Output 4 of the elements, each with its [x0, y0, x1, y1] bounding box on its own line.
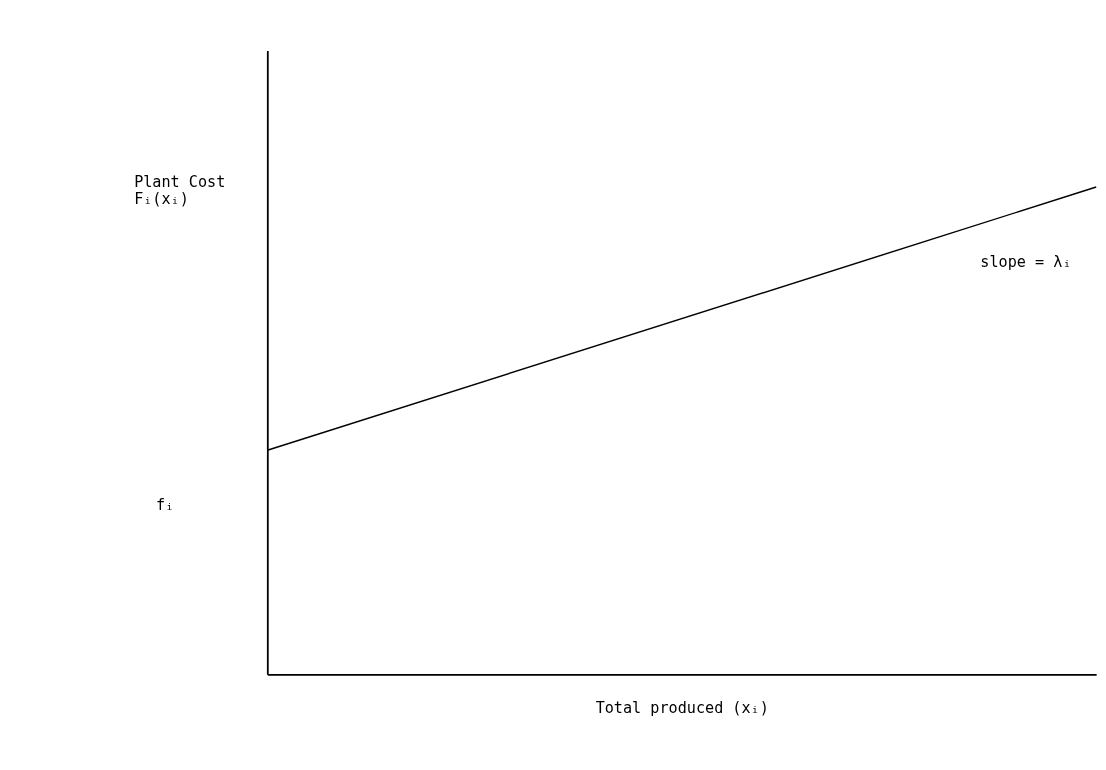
x-axis-title: Total produced (xᵢ): [595, 699, 769, 718]
annotation: fᵢ: [155, 496, 175, 515]
annotation: slope = λᵢ: [980, 253, 1072, 272]
y-axis-title: Plant Cost Fᵢ(xᵢ): [134, 173, 226, 209]
